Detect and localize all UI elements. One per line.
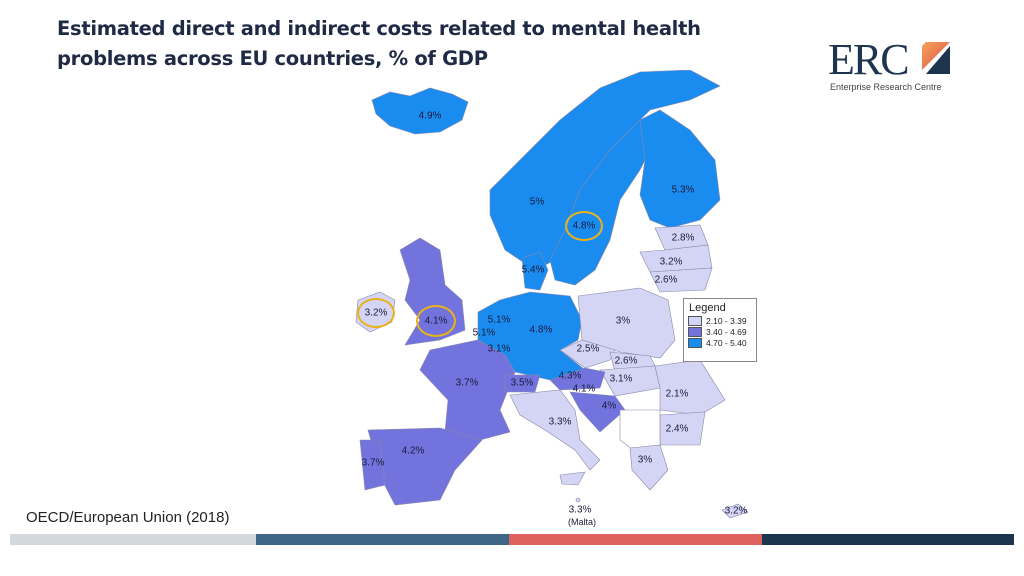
highlight-circle-ireland: [357, 298, 395, 328]
map-legend: Legend 2.10 - 3.39 3.40 - 4.69 4.70 - 5.…: [683, 298, 757, 362]
region-latvia: [639, 244, 713, 273]
label-czechia: 2.5%: [576, 343, 600, 355]
region-sicily: [559, 471, 586, 486]
label-romania: 2.1%: [665, 388, 689, 400]
label-slovakia: 2.6%: [614, 355, 638, 367]
region-greece: [629, 444, 669, 491]
legend-item: 3.40 - 4.69: [688, 327, 756, 337]
label-finland: 5.3%: [671, 184, 695, 196]
region-romania: [654, 359, 726, 416]
label-malta-name: (Malta): [567, 517, 597, 527]
region-sweden: [549, 119, 656, 286]
highlight-circle-sweden: [565, 211, 603, 241]
label-lithuania: 2.6%: [654, 274, 678, 286]
label-spain: 4.2%: [401, 445, 425, 457]
label-greece: 3%: [637, 454, 653, 466]
label-belgium: 5.1%: [472, 327, 496, 339]
region-switzerland: [504, 374, 541, 393]
legend-item: 4.70 - 5.40: [688, 338, 756, 348]
label-hungary: 3.1%: [609, 373, 633, 385]
legend-swatch-mid: [688, 327, 702, 337]
region-denmark: [521, 251, 549, 291]
footer-bar-segment: [762, 534, 1014, 545]
label-norway: 5%: [529, 196, 545, 208]
label-austria: 4.3%: [558, 370, 582, 382]
footer-bar-segment: [509, 534, 762, 545]
region-portugal: [359, 439, 386, 491]
label-luxembourg: 3.1%: [487, 343, 511, 355]
region-finland: [639, 109, 721, 229]
legend-label: 3.40 - 4.69: [706, 327, 747, 337]
region-lithuania: [649, 267, 713, 293]
label-germany: 4.8%: [529, 324, 553, 336]
label-france: 3.7%: [455, 377, 479, 389]
label-slovenia: 4.1%: [572, 383, 596, 395]
label-malta-value: 3.3%: [568, 504, 592, 516]
region-malta: [575, 497, 581, 503]
erc-logo: ERC Enterprise Research Centre: [828, 38, 958, 98]
region-italy: [509, 389, 601, 471]
region-croatia: [569, 391, 626, 433]
logo-mark-icon: [922, 42, 950, 74]
label-estonia: 2.8%: [671, 232, 695, 244]
highlight-circle-uk: [416, 305, 456, 337]
footer-bar-segment: [256, 534, 509, 545]
legend-swatch-low: [688, 316, 702, 326]
label-croatia: 4%: [601, 400, 617, 412]
logo-text: ERC: [828, 35, 910, 84]
region-cyprus: [721, 503, 749, 519]
label-bulgaria: 2.4%: [665, 423, 689, 435]
label-portugal: 3.7%: [361, 457, 385, 469]
region-spain: [367, 427, 483, 506]
label-denmark: 5.4%: [521, 264, 545, 276]
label-latvia: 3.2%: [659, 256, 683, 268]
label-netherlands: 5.1%: [487, 314, 511, 326]
legend-swatch-high: [688, 338, 702, 348]
legend-title: Legend: [689, 302, 726, 314]
label-italy: 3.3%: [548, 416, 572, 428]
footer-bar-segment: [10, 534, 256, 545]
legend-label: 2.10 - 3.39: [706, 316, 747, 326]
label-switzerland: 3.5%: [510, 377, 534, 389]
region-austria: [549, 367, 606, 391]
region-france: [419, 339, 516, 441]
legend-item: 2.10 - 3.39: [688, 316, 756, 326]
legend-label: 4.70 - 5.40: [706, 338, 747, 348]
logo-subtitle: Enterprise Research Centre: [830, 82, 942, 92]
label-iceland: 4.9%: [418, 110, 442, 122]
region-iceland: [371, 87, 469, 135]
slide-title: Estimated direct and indirect costs rela…: [57, 17, 701, 70]
label-poland: 3%: [615, 315, 631, 327]
label-cyprus: 3.2%: [724, 505, 748, 517]
source-note: OECD/European Union (2018): [26, 509, 230, 526]
